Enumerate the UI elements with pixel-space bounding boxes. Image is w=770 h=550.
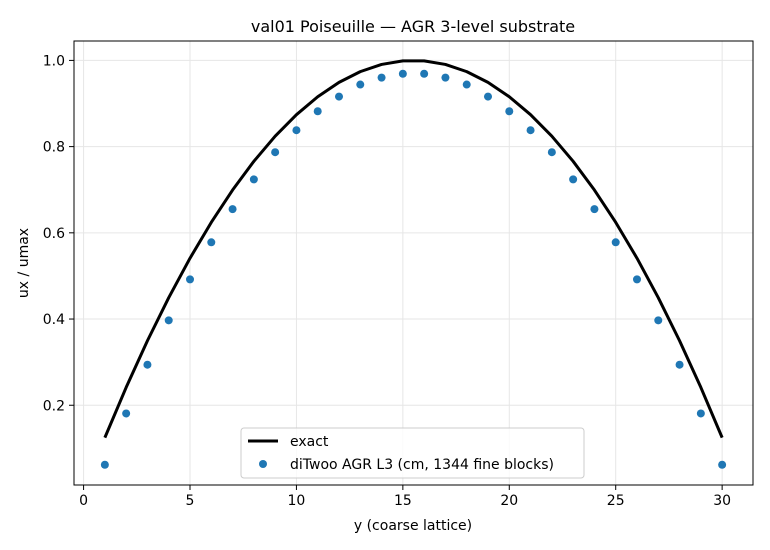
x-tick-label: 25 [607, 493, 625, 509]
ditwoo-point [611, 238, 620, 247]
ditwoo-point [462, 80, 471, 89]
y-tick-label: 0.8 [43, 140, 65, 156]
y-tick-label: 0.4 [43, 312, 65, 328]
plot-frame [73, 40, 754, 486]
ditwoo-point [441, 73, 450, 82]
x-tick-label: 30 [713, 493, 731, 509]
x-tick-label: 5 [186, 493, 195, 509]
legend-box [240, 427, 585, 479]
y-axis-ticks: 0.2 0.4 0.6 0.8 1.0 [43, 53, 74, 414]
ditwoo-point [632, 275, 641, 284]
ditwoo-point [420, 69, 429, 78]
ditwoo-point [696, 409, 705, 418]
ditwoo-point [356, 80, 365, 89]
ditwoo-point [377, 73, 386, 82]
ditwoo-point [143, 360, 152, 369]
ditwoo-point [526, 126, 535, 135]
ditwoo-point [164, 316, 173, 325]
ditwoo-point [249, 175, 258, 184]
legend: exact diTwoo AGR L3 (cm, 1344 fine block… [240, 427, 585, 479]
x-tick-label: 15 [394, 493, 412, 509]
x-axis-label: y (coarse lattice) [354, 518, 472, 534]
x-axis-ticks: 0 5 10 15 20 25 30 [79, 485, 731, 509]
ditwoo-point [654, 316, 663, 325]
ditwoo-point [207, 238, 216, 247]
exact-line [103, 59, 724, 439]
ditwoo-point [186, 275, 195, 284]
ditwoo-point [292, 126, 301, 135]
ditwoo-point [590, 205, 599, 214]
legend-exact-label: exact [290, 434, 329, 450]
x-tick-label: 10 [288, 493, 306, 509]
ditwoo-point [313, 107, 322, 116]
y-axis-label: ux / umax [16, 228, 32, 298]
y-tick-label: 0.6 [43, 226, 65, 242]
y-tick-label: 0.2 [43, 398, 65, 414]
exact-series [103, 59, 724, 439]
ditwoo-point [547, 148, 556, 157]
chart-title: val01 Poiseuille — AGR 3-level substrate [251, 17, 575, 36]
y-tick-label: 1.0 [43, 53, 65, 69]
ditwoo-point [100, 460, 109, 469]
legend-ditwoo-label: diTwoo AGR L3 (cm, 1344 fine blocks) [290, 457, 554, 473]
ditwoo-point [675, 360, 684, 369]
ditwoo-point [271, 148, 280, 157]
ditwoo-point [122, 409, 131, 418]
legend-ditwoo-swatch [259, 460, 267, 468]
ditwoo-series [100, 69, 727, 469]
ditwoo-point [335, 92, 344, 101]
ditwoo-point [398, 69, 407, 78]
x-tick-label: 0 [79, 493, 88, 509]
x-tick-label: 20 [500, 493, 518, 509]
ditwoo-point [718, 460, 727, 469]
ditwoo-point [483, 92, 492, 101]
ditwoo-point [505, 107, 514, 116]
ditwoo-point [228, 205, 237, 214]
ditwoo-point [569, 175, 578, 184]
